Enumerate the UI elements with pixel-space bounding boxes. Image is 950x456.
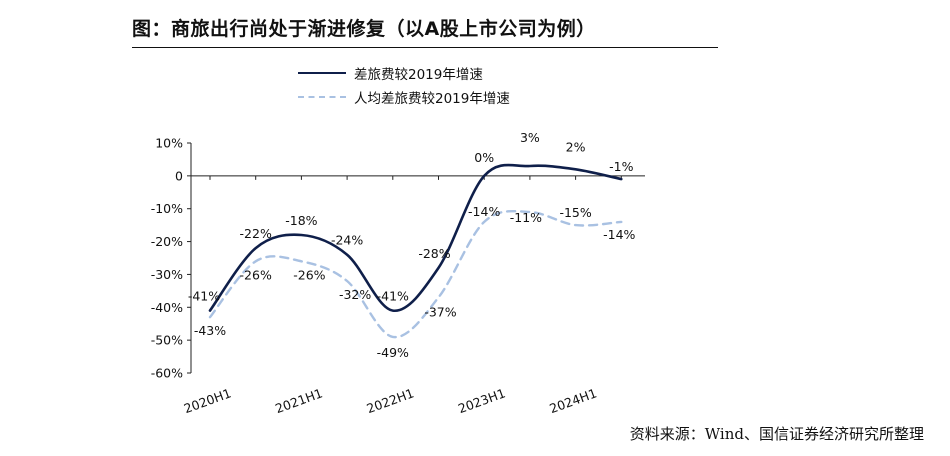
- legend-item-series-1: 差旅费较2019年增速: [298, 61, 510, 85]
- legend-label-series-2: 人均差旅费较2019年增速: [354, 91, 510, 107]
- y-tick-label: -10%: [151, 201, 183, 216]
- x-tick-label: 2022H1: [365, 385, 416, 416]
- title-underline: [132, 47, 718, 48]
- data-label-series-1: 3%: [520, 130, 540, 145]
- data-label-series-2: -26%: [240, 267, 272, 282]
- y-tick-group: 10% 0 -10% -20% -30% -40% -50% -60%: [151, 136, 191, 381]
- series-line-solid: [208, 163, 623, 312]
- data-label-series-1: -41%: [377, 289, 409, 304]
- x-tick-label: 2023H1: [456, 385, 507, 416]
- y-tick-label: -30%: [151, 267, 183, 282]
- data-label-series-2: -14%: [603, 227, 635, 242]
- data-label-series-2: -15%: [559, 205, 591, 220]
- data-label-series-2: -11%: [510, 210, 542, 225]
- legend-item-series-2: 人均差旅费较2019年增速: [298, 85, 510, 109]
- y-tick-label: 10%: [155, 136, 183, 151]
- chart-title: 图：商旅出行尚处于渐进修复（以A股上市公司为例）: [132, 18, 596, 40]
- data-label-group: -41% -22% -18% -24% -41% -28% 0% 3% 2% -1% -43% -26…: [188, 130, 636, 360]
- series-group: [208, 163, 623, 339]
- legend: 差旅费较2019年增速 人均差旅费较2019年增速: [298, 61, 510, 109]
- data-label-series-2: -32%: [339, 287, 371, 302]
- data-label-series-2: -43%: [194, 323, 226, 338]
- data-label-series-1: -1%: [609, 159, 633, 174]
- data-label-series-2: -26%: [293, 267, 325, 282]
- data-label-series-2: -49%: [377, 345, 409, 360]
- x-tick-label: 2020H1: [182, 385, 233, 416]
- y-tick-label: -20%: [151, 234, 183, 249]
- data-label-series-1: -18%: [285, 213, 317, 228]
- data-label-series-2: -37%: [424, 304, 456, 319]
- y-tick-label: -50%: [151, 333, 183, 348]
- legend-label-series-1: 差旅费较2019年增速: [354, 67, 483, 83]
- x-tick-label: 2021H1: [273, 385, 324, 416]
- data-label-series-1: -24%: [331, 233, 363, 248]
- data-label-series-1: 0%: [474, 150, 494, 165]
- y-tick-label: -60%: [151, 366, 183, 381]
- series-line-dashed: [208, 209, 623, 339]
- y-tick-label: 0: [175, 168, 183, 183]
- legend-swatch-solid: [298, 72, 346, 74]
- y-tick-label: -40%: [151, 300, 183, 315]
- data-label-series-1: -22%: [240, 226, 272, 241]
- data-label-series-1: 2%: [566, 139, 586, 154]
- data-label-series-1: -28%: [418, 246, 450, 261]
- legend-swatch-dashed: [298, 96, 346, 98]
- data-label-series-2: -14%: [468, 204, 500, 219]
- data-label-series-1: -41%: [188, 289, 220, 304]
- source-note: 资料来源：Wind、国信证券经济研究所整理: [629, 425, 924, 443]
- x-tick-label: 2024H1: [547, 385, 598, 416]
